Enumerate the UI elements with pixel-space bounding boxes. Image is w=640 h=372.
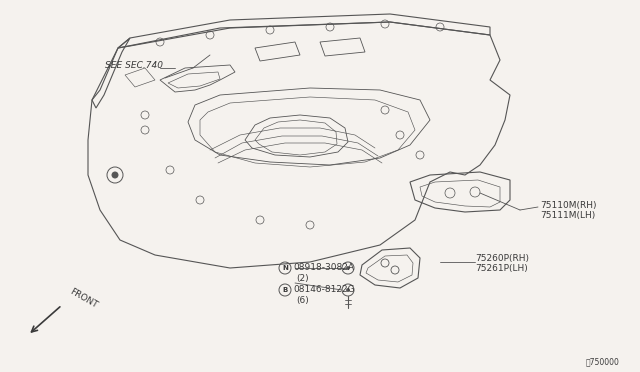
Text: 㝐750000: 㝐750000 — [586, 357, 620, 366]
Text: 75110M(RH): 75110M(RH) — [540, 201, 596, 209]
Text: FRONT: FRONT — [68, 286, 99, 310]
Circle shape — [112, 172, 118, 178]
Text: SEE SEC.740: SEE SEC.740 — [105, 61, 163, 70]
Text: 75260P(RH): 75260P(RH) — [475, 253, 529, 263]
Text: (2): (2) — [296, 273, 308, 282]
Text: 75261P(LH): 75261P(LH) — [475, 263, 528, 273]
Text: 08918-3082A: 08918-3082A — [293, 263, 354, 273]
Circle shape — [346, 289, 349, 292]
Text: 08146-8122G: 08146-8122G — [293, 285, 355, 295]
Circle shape — [346, 266, 349, 269]
Text: N: N — [282, 265, 288, 271]
Text: 75111M(LH): 75111M(LH) — [540, 211, 595, 219]
Text: B: B — [282, 287, 287, 293]
Text: (6): (6) — [296, 295, 308, 305]
